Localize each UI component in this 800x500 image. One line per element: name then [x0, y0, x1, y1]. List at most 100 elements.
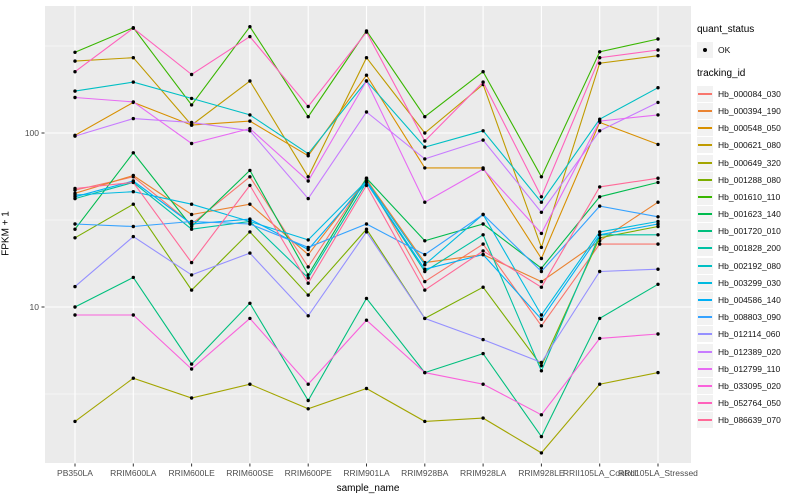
data-point-Hb_000649_320: [656, 370, 660, 375]
legend-item-Hb_003299_030: Hb_003299_030: [697, 274, 799, 291]
data-point-Hb_000548_050: [364, 73, 369, 77]
legend-key-line-icon: [698, 161, 712, 164]
data-point-Hb_004586_140: [189, 222, 194, 226]
data-point-Hb_001828_200: [481, 233, 485, 237]
data-point-Hb_086639_070: [539, 285, 544, 289]
x-tick-label-RRII105LA_Stressed: RRII105LA_Stressed: [618, 468, 698, 478]
legend-key-box: [697, 274, 713, 291]
data-point-Hb_012799_110: [539, 231, 544, 236]
data-point-Hb_033095_020: [73, 313, 77, 317]
data-point-Hb_004586_140: [248, 217, 252, 221]
data-point-Hb_033095_020: [423, 370, 427, 375]
data-point-Hb_008803_090: [73, 222, 77, 226]
data-point-Hb_012114_060: [656, 267, 660, 271]
data-point-Hb_012114_060: [189, 273, 194, 277]
data-point-Hb_012114_060: [423, 316, 427, 321]
legend-item-Hb_000649_320: Hb_000649_320: [697, 154, 799, 171]
x-tick-label-RRIM928BA: RRIM928BA: [401, 468, 449, 478]
data-point-Hb_012799_110: [131, 100, 135, 104]
legend-item-label: Hb_004586_140: [718, 295, 781, 306]
data-point-Hb_001720_010: [248, 301, 252, 305]
data-point-Hb_000548_050: [423, 166, 427, 170]
x-tick-label-RRIM901LA: RRIM901LA: [343, 468, 390, 478]
data-point-Hb_001828_200: [539, 369, 544, 373]
data-point-Hb_086639_070: [248, 183, 252, 188]
data-point-Hb_000649_320: [423, 419, 427, 424]
data-point-Hb_001288_080: [539, 364, 544, 368]
legend-key-box: [697, 85, 713, 102]
data-point-Hb_002192_080: [423, 145, 427, 149]
data-point-Hb_033095_020: [306, 382, 310, 386]
x-axis-title: sample_name: [336, 483, 400, 494]
legend-item-label: Hb_003299_030: [718, 277, 781, 288]
data-point-Hb_012389_020: [423, 157, 427, 161]
data-point-Hb_012799_110: [189, 141, 194, 146]
x-tick-label-RRIM600PE: RRIM600PE: [285, 468, 333, 478]
data-point-Hb_002192_080: [656, 86, 660, 90]
data-point-Hb_012799_110: [73, 95, 77, 100]
data-point-Hb_001720_010: [131, 275, 135, 280]
legend-item-Hb_012114_060: Hb_012114_060: [697, 326, 799, 343]
data-point-Hb_000621_080: [189, 123, 194, 127]
data-point-Hb_003299_030: [539, 313, 544, 317]
legend-item-quant-status-ok: OK: [697, 41, 799, 58]
data-point-Hb_003299_030: [656, 219, 660, 224]
legend-title-tracking-id: tracking_id: [697, 68, 746, 80]
data-point-Hb_001720_010: [598, 316, 602, 321]
data-point-Hb_002192_080: [306, 152, 310, 156]
legend-key-line-icon: [698, 247, 712, 250]
legend-item-Hb_012389_020: Hb_012389_020: [697, 343, 799, 360]
data-point-Hb_033095_020: [656, 332, 660, 336]
data-point-Hb_000084_030: [598, 242, 602, 246]
legend-key-box: [697, 292, 713, 309]
legend-item-label: Hb_002192_080: [718, 260, 781, 271]
data-point-Hb_001623_140: [189, 224, 194, 229]
data-point-Hb_033095_020: [364, 318, 369, 322]
legend: quant_status OK tracking_id Hb_000084_03…: [697, 24, 799, 439]
legend-item-Hb_008803_090: Hb_008803_090: [697, 309, 799, 326]
legend-title-quant-status: quant_status: [697, 24, 755, 35]
legend-key-line-icon: [698, 213, 712, 216]
legend-key-box: [697, 223, 713, 240]
x-tick-label-RRIM600LE: RRIM600LE: [168, 468, 215, 478]
data-point-Hb_000621_080: [73, 59, 77, 63]
data-point-Hb_052764_050: [131, 26, 135, 30]
data-point-Hb_000548_050: [539, 256, 544, 261]
legend-item-Hb_000084_030: Hb_000084_030: [697, 85, 799, 102]
legend-key-box: [697, 102, 713, 119]
data-point-Hb_000649_320: [131, 376, 135, 380]
legend-item-label: Hb_033095_020: [718, 380, 781, 391]
data-point-Hb_012799_110: [423, 200, 427, 204]
legend-key-box: [697, 206, 713, 223]
data-point-Hb_008803_090: [481, 212, 485, 217]
data-point-Hb_052764_050: [423, 139, 427, 143]
data-point-Hb_086639_070: [481, 249, 485, 253]
data-point-Hb_086639_070: [423, 288, 427, 292]
data-point-Hb_000394_190: [656, 200, 660, 204]
x-tick-label-RRIM928LE: RRIM928LE: [518, 468, 565, 478]
legend-item-Hb_001828_200: Hb_001828_200: [697, 240, 799, 257]
data-point-Hb_012114_060: [364, 230, 369, 234]
data-point-Hb_000621_080: [131, 56, 135, 60]
data-point-Hb_033095_020: [189, 367, 194, 371]
data-point-Hb_086639_070: [189, 260, 194, 265]
data-point-Hb_012799_110: [248, 126, 252, 131]
data-point-Hb_012114_060: [131, 234, 135, 239]
data-point-Hb_012114_060: [248, 251, 252, 255]
data-point-Hb_012799_110: [598, 119, 602, 123]
data-point-Hb_004586_140: [481, 252, 485, 257]
data-point-Hb_001288_080: [189, 288, 194, 292]
legend-key-line-icon: [698, 264, 712, 267]
data-point-Hb_000621_080: [598, 61, 602, 65]
data-point-Hb_000084_030: [306, 265, 310, 269]
data-point-Hb_001610_110: [481, 70, 485, 74]
data-point-Hb_086639_070: [131, 180, 135, 185]
data-point-Hb_001623_140: [248, 168, 252, 173]
data-point-Hb_001623_140: [481, 222, 485, 226]
legend-item-label: Hb_012114_060: [718, 329, 781, 340]
data-point-Hb_001828_200: [306, 276, 310, 280]
data-point-Hb_052764_050: [248, 34, 252, 39]
legend-item-Hb_001288_080: Hb_001288_080: [697, 171, 799, 188]
legend-key-box: [697, 377, 713, 394]
data-point-Hb_001288_080: [306, 293, 310, 297]
